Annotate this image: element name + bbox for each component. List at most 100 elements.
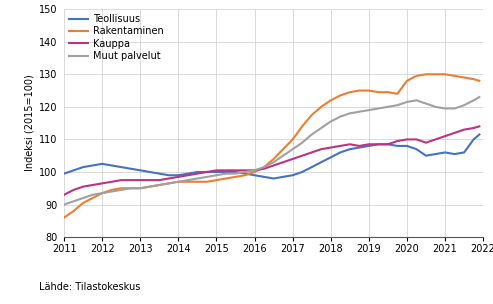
Muut palvelut [347, 112, 353, 115]
Rakentaminen [328, 98, 334, 102]
Muut palvelut [414, 98, 420, 102]
Muut palvelut [423, 102, 429, 105]
Kauppa [471, 126, 477, 130]
Rakentaminen [99, 191, 105, 195]
Rakentaminen [271, 157, 277, 161]
Kauppa [99, 181, 105, 185]
Muut palvelut [328, 120, 334, 123]
Rakentaminen [299, 125, 305, 128]
Teollisuus [347, 147, 353, 151]
Muut palvelut [204, 175, 210, 179]
Teollisuus [271, 177, 277, 180]
Muut palvelut [356, 110, 362, 113]
Teollisuus [99, 162, 105, 166]
Rakentaminen [366, 89, 372, 92]
Rakentaminen [138, 186, 143, 190]
Kauppa [233, 168, 239, 172]
Muut palvelut [109, 190, 115, 193]
Rakentaminen [290, 138, 296, 141]
Line: Rakentaminen: Rakentaminen [64, 74, 479, 218]
Kauppa [376, 143, 382, 146]
Muut palvelut [147, 185, 153, 188]
Rakentaminen [376, 90, 382, 94]
Kauppa [423, 141, 429, 144]
Muut palvelut [376, 107, 382, 110]
Kauppa [328, 146, 334, 149]
Kauppa [290, 157, 296, 161]
Muut palvelut [185, 178, 191, 182]
Muut palvelut [128, 186, 134, 190]
Kauppa [476, 125, 482, 128]
Kauppa [251, 168, 257, 172]
Kauppa [414, 138, 420, 141]
Teollisuus [471, 138, 477, 141]
Legend: Teollisuus, Rakentaminen, Kauppa, Muut palvelut: Teollisuus, Rakentaminen, Kauppa, Muut p… [67, 12, 166, 63]
Teollisuus [423, 154, 429, 157]
Muut palvelut [156, 183, 162, 187]
Rakentaminen [118, 186, 124, 190]
Rakentaminen [213, 178, 219, 182]
Kauppa [366, 143, 372, 146]
Teollisuus [194, 170, 200, 174]
Kauppa [213, 168, 219, 172]
Kauppa [309, 150, 315, 154]
Rakentaminen [414, 74, 420, 78]
Teollisuus [147, 170, 153, 174]
Muut palvelut [432, 105, 438, 109]
Muut palvelut [280, 154, 286, 157]
Rakentaminen [476, 79, 482, 83]
Muut palvelut [194, 177, 200, 180]
Muut palvelut [337, 115, 343, 119]
Rakentaminen [452, 74, 458, 78]
Kauppa [280, 161, 286, 164]
Muut palvelut [99, 191, 105, 195]
Rakentaminen [204, 180, 210, 184]
Y-axis label: Indeksi (2015=100): Indeksi (2015=100) [25, 75, 35, 171]
Kauppa [70, 188, 76, 192]
Kauppa [166, 177, 172, 180]
Teollisuus [280, 175, 286, 179]
Kauppa [394, 139, 400, 143]
Kauppa [404, 138, 410, 141]
Rakentaminen [176, 180, 181, 184]
Muut palvelut [271, 161, 277, 164]
Teollisuus [109, 164, 115, 167]
Teollisuus [90, 164, 96, 167]
Rakentaminen [185, 180, 191, 184]
Kauppa [442, 134, 448, 138]
Kauppa [61, 193, 67, 197]
Muut palvelut [404, 100, 410, 104]
Muut palvelut [251, 168, 257, 172]
Teollisuus [290, 173, 296, 177]
Rakentaminen [280, 147, 286, 151]
Rakentaminen [251, 170, 257, 174]
Kauppa [356, 144, 362, 148]
Rakentaminen [166, 181, 172, 185]
Muut palvelut [385, 105, 391, 109]
Teollisuus [128, 167, 134, 171]
Line: Kauppa: Kauppa [64, 126, 479, 195]
Rakentaminen [347, 90, 353, 94]
Muut palvelut [90, 193, 96, 197]
Teollisuus [61, 172, 67, 175]
Muut palvelut [471, 98, 477, 102]
Kauppa [261, 167, 267, 171]
Teollisuus [223, 170, 229, 174]
Rakentaminen [90, 196, 96, 200]
Kauppa [118, 178, 124, 182]
Muut palvelut [318, 126, 324, 130]
Kauppa [432, 138, 438, 141]
Teollisuus [404, 144, 410, 148]
Rakentaminen [471, 77, 477, 81]
Rakentaminen [109, 188, 115, 192]
Rakentaminen [318, 105, 324, 109]
Rakentaminen [423, 72, 429, 76]
Rakentaminen [70, 209, 76, 213]
Rakentaminen [61, 216, 67, 219]
Kauppa [271, 164, 277, 167]
Rakentaminen [80, 201, 86, 205]
Rakentaminen [233, 175, 239, 179]
Kauppa [204, 170, 210, 174]
Kauppa [147, 178, 153, 182]
Teollisuus [461, 150, 467, 154]
